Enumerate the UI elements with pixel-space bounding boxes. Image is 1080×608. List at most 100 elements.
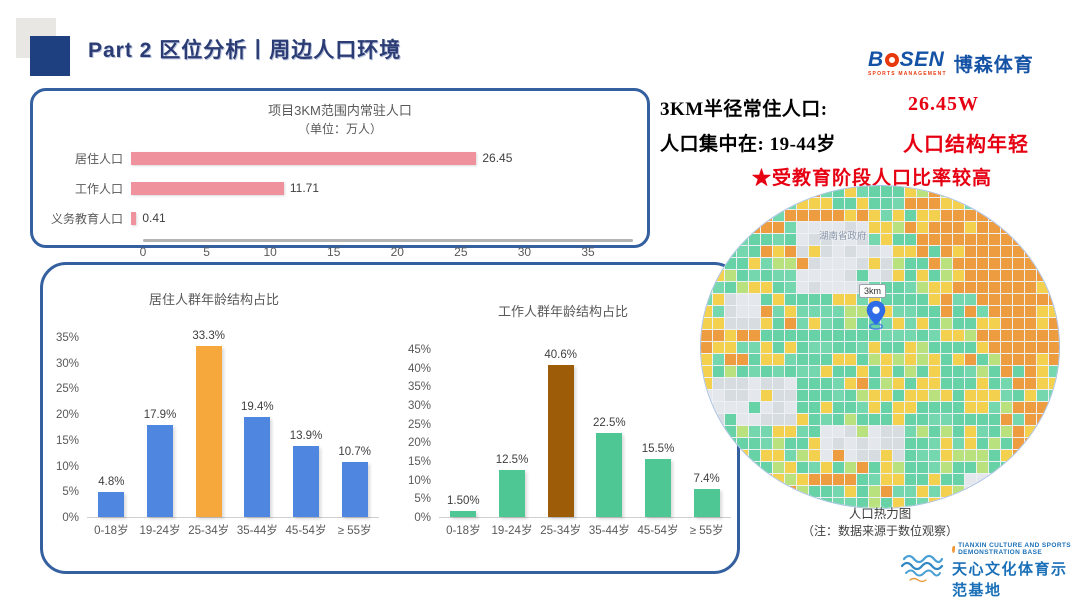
heatmap-cell [989, 474, 1000, 485]
heatmap-cell [797, 234, 808, 245]
heatmap-cell [881, 342, 892, 353]
heatmap-cell [845, 366, 856, 377]
heatmap-cell [821, 414, 832, 425]
heatmap-cell [761, 438, 772, 449]
heatmap-cell [857, 426, 868, 437]
heatmap-cell [833, 426, 844, 437]
vchart-category-label: 25-34岁 [540, 525, 582, 537]
heatmap-cell [1037, 210, 1048, 221]
heatmap-cell [881, 486, 892, 497]
heatmap-cell [737, 402, 748, 413]
heatmap-cell [965, 294, 976, 305]
heatmap-cell [737, 318, 748, 329]
heatmap-cell [917, 210, 928, 221]
heatmap-cell [749, 474, 760, 485]
heatmap-cell [809, 294, 820, 305]
heatmap-cell [977, 438, 988, 449]
heatmap-cell [977, 366, 988, 377]
heatmap-cell [989, 186, 1000, 197]
heatmap-cell [905, 438, 916, 449]
heatmap-cell [1049, 414, 1059, 425]
heatmap-cell [1025, 402, 1036, 413]
heatmap-cell [857, 318, 868, 329]
heatmap-cell [1013, 402, 1024, 413]
heatmap-cell [821, 198, 832, 209]
heatmap-cell [953, 414, 964, 425]
vchart-category-label: 19-24岁 [139, 525, 181, 537]
vchart-value-label: 13.9% [289, 429, 323, 442]
heatmap-cell [905, 450, 916, 461]
heatmap-cell [761, 246, 772, 257]
vchart-bar [147, 424, 173, 517]
heatmap-cell [965, 210, 976, 221]
vchart-bar [98, 492, 125, 517]
heatmap-cell [929, 198, 940, 209]
heatmap-cell [929, 222, 940, 233]
heatmap-cell [773, 342, 784, 353]
heatmap-cell [869, 450, 880, 461]
heatmap-cell [809, 246, 820, 257]
heatmap-cell [845, 354, 856, 365]
heatmap-cell [833, 462, 844, 473]
heatmap-cell [809, 402, 820, 413]
heatmap-cell [881, 294, 892, 305]
heatmap-cell [989, 402, 1000, 413]
bosen-tagline: SPORTS MANAGEMENT [868, 71, 947, 77]
heatmap-cell [929, 474, 940, 485]
heatmap-cell [1013, 294, 1024, 305]
heatmap-cell [1037, 378, 1048, 389]
heatmap-cell [773, 390, 784, 401]
heatmap-cell [905, 462, 916, 473]
heatmap-cell [881, 366, 892, 377]
heatmap-cell [749, 258, 760, 269]
heatmap-cell [725, 474, 736, 485]
heatmap-cell [1001, 246, 1012, 257]
heatmap-cell [941, 270, 952, 281]
heatmap-cell [953, 486, 964, 497]
heatmap-cell [953, 222, 964, 233]
heatmap-cell [749, 234, 760, 245]
heatmap-cell [713, 186, 724, 197]
heatmap-cell [773, 198, 784, 209]
vchart-y-tick: 25% [407, 418, 431, 431]
heatmap-cell [713, 474, 724, 485]
heatmap-cell [965, 498, 976, 508]
heatmap-cell [725, 486, 736, 497]
heatmap-cell [1037, 186, 1048, 197]
heatmap-cell [749, 402, 760, 413]
heatmap-cell [1025, 330, 1036, 341]
heatmap-cell [725, 390, 736, 401]
heatmap-cell [713, 402, 724, 413]
heatmap-cell [941, 318, 952, 329]
heatmap-cell [953, 450, 964, 461]
heatmap-cell [917, 474, 928, 485]
heatmap-cell [977, 498, 988, 508]
heatmap-cell [833, 210, 844, 221]
heatmap-cell [893, 234, 904, 245]
heatmap-cell [833, 342, 844, 353]
vchart-y-tick: 0% [414, 512, 431, 524]
heatmap-cell [713, 498, 724, 508]
heatmap-cell [857, 222, 868, 233]
bosen-letters-sen: SEN [899, 48, 945, 71]
heatmap-cell [1037, 486, 1048, 497]
hchart-row: 居住人口 26.45 [45, 143, 633, 173]
heatmap-cell [833, 258, 844, 269]
vchart-category-label: ≥ 55岁 [689, 525, 724, 537]
heatmap-cell [809, 270, 820, 281]
heatmap-cell [725, 450, 736, 461]
heatmap-cell [797, 450, 808, 461]
heatmap-cell [785, 294, 796, 305]
heatmap-cell [1013, 354, 1024, 365]
heatmap-cell [917, 342, 928, 353]
vchart-y-tick: 30% [55, 357, 79, 370]
heatmap-cell [1049, 366, 1059, 377]
heatmap-cell [1025, 258, 1036, 269]
heatmap-cell [785, 414, 796, 425]
heatmap-cell [761, 294, 772, 305]
heatmap-cell [809, 426, 820, 437]
heatmap-cell [821, 474, 832, 485]
heatmap-cell [725, 294, 736, 305]
heatmap-cell [749, 306, 760, 317]
